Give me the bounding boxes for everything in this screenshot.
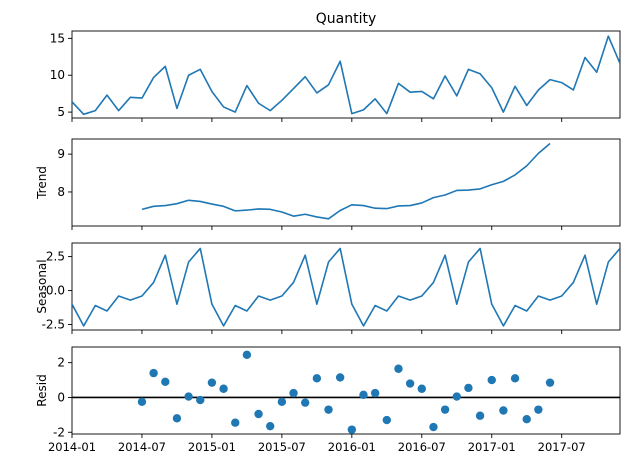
resid-point (324, 405, 333, 414)
series-line (141, 142, 551, 220)
x-tick-label: 2015-07 (258, 440, 306, 454)
resid-point (184, 392, 193, 401)
resid-point (207, 378, 217, 387)
y-tick-label: 9 (57, 147, 65, 161)
x-tick-label: 2014-07 (118, 440, 166, 454)
resid-point (137, 397, 147, 407)
resid-point (231, 418, 240, 427)
chart-title: Quantity (316, 11, 377, 27)
resid-point (475, 411, 485, 420)
y-axis-label: Trend (35, 166, 49, 200)
resid-point (347, 425, 357, 434)
resid-point (487, 375, 496, 385)
x-tick-label: 2014-01 (48, 440, 96, 454)
resid-point (417, 384, 426, 393)
resid-point (172, 414, 182, 423)
x-tick-label: 2017-01 (468, 440, 516, 454)
trend-panel: 8 9 Trend (35, 138, 621, 230)
resid-point (370, 388, 380, 398)
y-tick-label: 0 (57, 390, 65, 404)
y-tick-label: 10 (50, 68, 65, 82)
x-tick-label: 2016-07 (398, 440, 446, 454)
resid-point (277, 397, 287, 407)
axes-frame (71, 138, 621, 227)
resid-point (312, 374, 322, 383)
resid-point (510, 374, 520, 383)
resid-point (219, 384, 228, 393)
resid-point (405, 379, 415, 388)
axes-frame (71, 242, 621, 331)
resid-point (254, 409, 263, 419)
resid-point (499, 406, 508, 415)
resid-point (429, 422, 438, 432)
data-area (141, 142, 551, 220)
series-line (72, 35, 620, 116)
y-tick-label: -2.5 (42, 318, 65, 332)
axes-frame (71, 30, 621, 119)
resid-point (161, 377, 170, 386)
resid-panel: -2 0 2 Resid 2014-01 2014-07 2015-01 2015-07 201… (35, 346, 621, 454)
resid-point (196, 395, 205, 405)
resid-point (300, 398, 310, 407)
y-tick-label: -2 (53, 425, 65, 439)
resid-point (335, 373, 345, 382)
axes-frame (71, 346, 621, 435)
observed-panel: 5 10 15 Quantity (50, 11, 621, 122)
y-axis-label: Resid (35, 374, 49, 406)
y-tick-label: 5 (57, 105, 65, 119)
x-tick-label: 2015-01 (188, 440, 236, 454)
resid-point (149, 368, 158, 378)
data-area (72, 350, 620, 434)
resid-point (545, 378, 555, 387)
resid-point (522, 415, 531, 424)
resid-point (534, 405, 543, 414)
resid-point (464, 383, 473, 393)
resid-point (382, 415, 392, 425)
resid-point (266, 421, 275, 431)
resid-point (359, 390, 368, 400)
x-tick-label: 2017-07 (538, 440, 586, 454)
data-area (72, 35, 620, 116)
y-tick-label: 0.0 (46, 284, 65, 298)
y-tick-label: 2.5 (46, 250, 65, 264)
resid-point (440, 405, 450, 414)
y-tick-label: 8 (57, 185, 65, 199)
resid-point (394, 364, 403, 373)
x-tick-label: 2016-01 (328, 440, 376, 454)
data-area (72, 247, 620, 327)
resid-point (242, 350, 252, 360)
y-tick-label: 2 (57, 356, 65, 370)
series-line (72, 247, 620, 327)
resid-point (452, 392, 461, 401)
resid-point (289, 388, 298, 398)
y-tick-label: 15 (50, 31, 65, 45)
y-axis-label: Seasonal (35, 259, 49, 313)
